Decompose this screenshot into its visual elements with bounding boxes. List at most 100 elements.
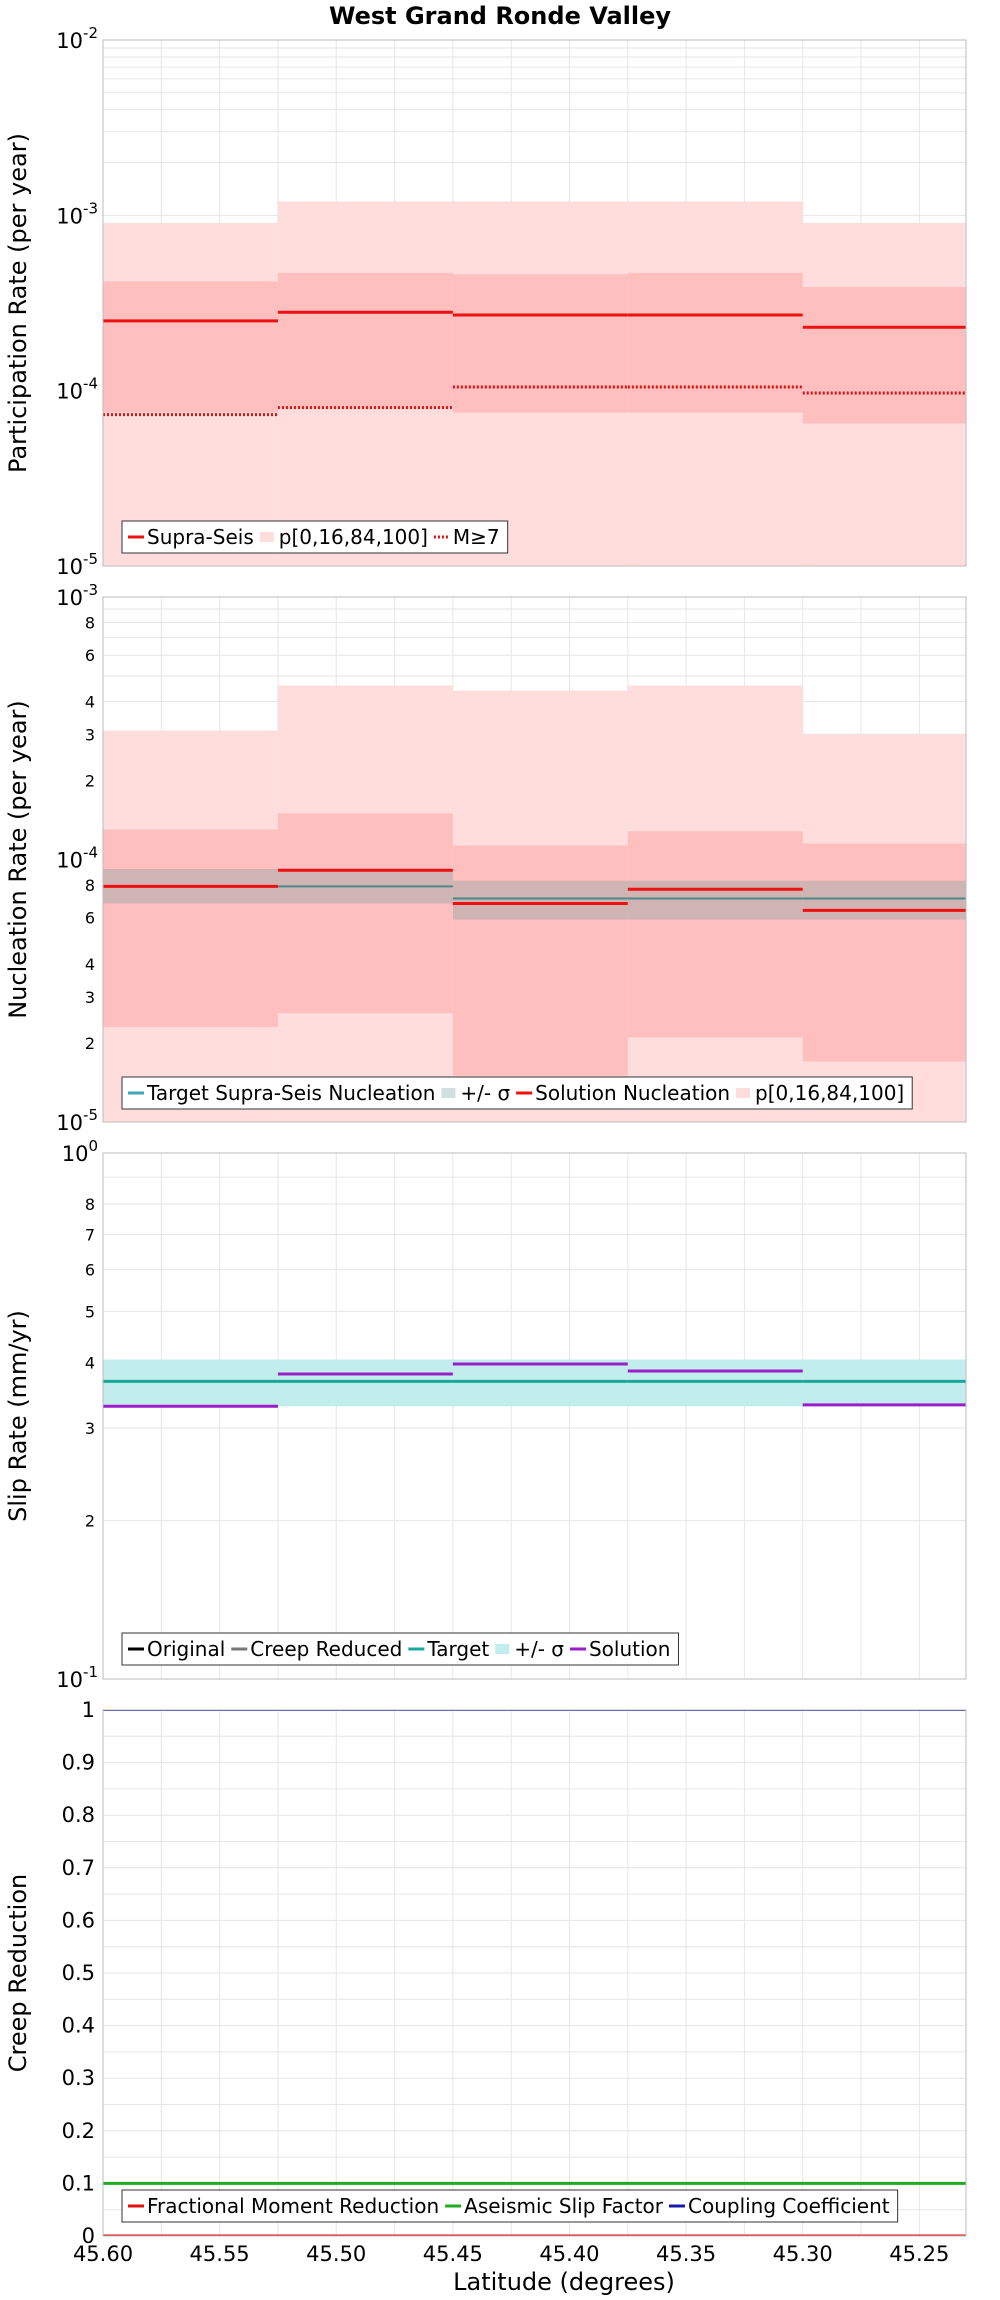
x-tick-label: 45.45: [423, 2242, 483, 2266]
y-minor-tick-label: 6: [85, 909, 95, 928]
y-tick-label: 10-4: [56, 375, 98, 404]
band-1-bin-1: [103, 1359, 278, 1407]
y-axis-label: Nucleation Rate (per year): [4, 700, 32, 1019]
gridlines: [103, 1710, 966, 2236]
legend: Supra-Seis p[0,16,84,100] M≥7: [121, 520, 509, 554]
y-tick-label: 0.5: [62, 1961, 95, 1985]
band-2-bin-5: [802, 287, 966, 424]
panel-2: 10-3 10-4 10-5 8 6 4 3 2 8 6 4 3 2 Nucleation Rate (p…: [4, 581, 967, 1135]
band-2-bin-4: [627, 272, 803, 413]
y-minor-tick-label: 4: [85, 1353, 95, 1372]
band-2-bin-2: [277, 813, 453, 1014]
legend-label: M≥7: [453, 525, 500, 549]
y-minor-tick-label: 2: [85, 1034, 95, 1053]
y-tick-label: 0: [82, 2224, 95, 2248]
plot-content: [103, 685, 966, 1122]
legend-swatch: [736, 1088, 751, 1098]
legend-label: Solution Nucleation: [535, 1081, 730, 1105]
y-axis-label: Participation Rate (per year): [4, 133, 32, 473]
legend-label: Solution: [589, 1637, 670, 1661]
band-2-bin-1: [103, 281, 278, 413]
legend-label: p[0,16,84,100]: [755, 1081, 904, 1105]
y-axis-label: Slip Rate (mm/yr): [4, 1310, 32, 1522]
y-minor-tick-label: 3: [85, 988, 95, 1007]
y-tick-label: 10-4: [56, 844, 98, 873]
x-tick-label: 45.35: [656, 2242, 716, 2266]
legend-label: +/- σ: [460, 1081, 510, 1105]
y-minor-tick-label: 2: [85, 1512, 95, 1531]
plot-frame: [102, 596, 967, 1123]
legend-label: Supra-Seis: [147, 525, 254, 549]
band-2-bin-1: [103, 829, 278, 1028]
y-tick-label: 0.8: [62, 1803, 95, 1827]
legend: Fractional Moment Reduction Aseismic Slip…: [121, 2189, 899, 2223]
x-axis-label: Latitude (degrees): [453, 2268, 675, 2296]
panel-4: 1 0.9 0.8 0.7 0.6 0.5 0.4 0.3 0.2 0.1 0 Creep Reduc…: [4, 1698, 967, 2266]
plot-content: [103, 1710, 966, 2236]
y-tick-label: 0.1: [62, 2171, 95, 2195]
legend-label: Aseismic Slip Factor: [464, 2194, 664, 2218]
plot-content: [103, 1359, 966, 1408]
y-tick-label: 10-3: [56, 581, 98, 610]
y-minor-tick-label: 2: [85, 771, 95, 790]
y-tick-label: 0.4: [62, 2014, 95, 2038]
x-tick-label: 45.40: [539, 2242, 599, 2266]
legend-box: [121, 2189, 899, 2223]
y-tick-label: 10-2: [56, 24, 98, 53]
y-tick-label: 10-3: [56, 199, 98, 228]
y-tick-label: 10-5: [56, 550, 98, 579]
x-tick-label: 45.55: [190, 2242, 250, 2266]
y-minor-tick-label: 3: [85, 725, 95, 744]
y-tick-label: 0.2: [62, 2119, 95, 2143]
y-tick-label: 100: [62, 1137, 98, 1166]
y-tick-label: 0.7: [62, 1856, 95, 1880]
legend-label: Coupling Coefficient: [688, 2194, 890, 2218]
y-tick-label: 10-1: [56, 1663, 98, 1692]
y-minor-tick-label: 8: [85, 613, 95, 632]
y-tick-label: 0.3: [62, 2066, 95, 2090]
band-2-bin-3: [452, 274, 628, 413]
x-tick-label: 45.30: [773, 2242, 833, 2266]
x-tick-label: 45.60: [73, 2242, 133, 2266]
y-minor-tick-label: 6: [85, 1261, 95, 1280]
legend: Original Creep Reduced Target +/- σ Solution: [121, 1632, 679, 1666]
legend-swatch: [495, 1644, 510, 1654]
plot-frame: [102, 39, 967, 567]
y-axis-label: Creep Reduction: [4, 1874, 32, 2072]
plot-frame: [102, 1709, 967, 2237]
band-3-bin-5: [802, 880, 966, 920]
band-1-bin-4: [627, 1359, 803, 1407]
y-minor-tick-label: 5: [85, 1302, 95, 1321]
panel-3: 100 10-1 8 7 6 5 4 3 2 Slip Rate (mm/yr) Original C…: [4, 1137, 967, 1692]
legend-label: p[0,16,84,100]: [279, 525, 428, 549]
band-1-bin-3: [452, 1359, 628, 1407]
band-1-bin-5: [802, 1359, 966, 1407]
legend-label: +/- σ: [514, 1637, 564, 1661]
x-tick-label: 45.50: [306, 2242, 366, 2266]
y-tick-label: 0.6: [62, 1908, 95, 1932]
y-minor-tick-label: 7: [85, 1225, 95, 1244]
y-minor-tick-label: 3: [85, 1419, 95, 1438]
legend-label: Target: [426, 1637, 489, 1661]
legend: Target Supra-Seis Nucleation +/- σ Solutio…: [121, 1076, 913, 1110]
band-3-bin-3: [452, 880, 628, 920]
legend-label: Target Supra-Seis Nucleation: [146, 1081, 435, 1105]
band-2-bin-5: [802, 843, 966, 1062]
y-minor-tick-label: 8: [85, 1195, 95, 1214]
y-tick-label: 10-5: [56, 1106, 98, 1135]
y-minor-tick-label: 8: [85, 876, 95, 895]
legend-swatch: [441, 1088, 456, 1098]
y-tick-label: 0.9: [62, 1751, 95, 1775]
band-2-bin-3: [452, 845, 628, 1076]
y-minor-tick-label: 6: [85, 646, 95, 665]
y-minor-tick-label: 4: [85, 692, 95, 711]
band-2-bin-4: [627, 831, 803, 1038]
plot-frame: [102, 1152, 967, 1680]
band-1-bin-2: [277, 1359, 453, 1407]
y-minor-tick-label: 4: [85, 955, 95, 974]
chart-panels: 10-2 10-3 10-4 10-5 Participation Rate (per …: [4, 24, 967, 2266]
x-tick-label: 45.25: [889, 2242, 949, 2266]
band-2-bin-2: [277, 272, 453, 408]
legend-label: Creep Reduced: [250, 1637, 402, 1661]
